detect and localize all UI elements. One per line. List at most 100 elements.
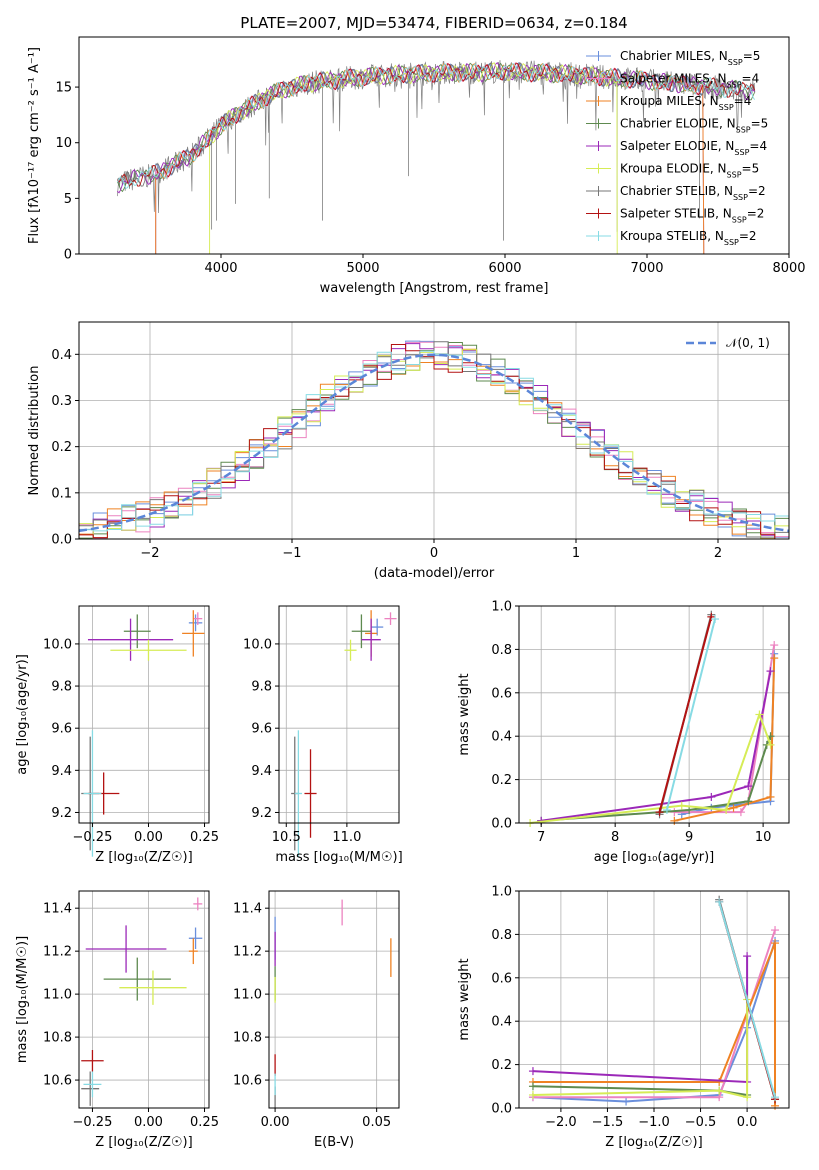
legend-subscript: SSP <box>719 103 734 112</box>
x-tick-label: 8 <box>611 830 619 845</box>
x-tick-label: 9 <box>685 830 693 845</box>
y-tick-label: 9.4 <box>51 764 72 779</box>
x-tick-label: −1.5 <box>592 1115 624 1130</box>
figure-title: PLATE=2007, MJD=53474, FIBERID=0634, z=0… <box>240 14 627 32</box>
y-tick-label: 11.4 <box>43 902 72 917</box>
x-tick-label: −1 <box>282 546 301 561</box>
mass-vs-age-panel: 10.5 11.0 9.2 9.4 9.6 9.8 10.0 mass [log₁₀(M/M☉… <box>243 605 403 865</box>
y-tick-label: 9.8 <box>51 680 72 695</box>
y-tick-label: 0.0 <box>51 533 72 548</box>
legend-subscript: SSP <box>724 238 739 247</box>
legend-subscript: SSP <box>736 125 751 134</box>
x-tick-label: −2.0 <box>545 1115 577 1130</box>
age-vs-mass-weight-panel: 7 8 9 10 0.0 0.2 0.4 0.6 0.8 1.0 age [log₁₀(age/yr… <box>457 600 790 865</box>
z-vs-mass-weight-panel: −2.0 −1.5 −1.0 −0.5 0.0 0.0 0.2 0.4 0.6 0.8 1.0 Z [… <box>457 885 790 1150</box>
model-fit-salpeter-stelib <box>116 62 756 187</box>
series-salpeter-stelib <box>658 616 713 813</box>
legend-entry: Salpeter ELODIE, NSSP=4 <box>620 139 767 157</box>
y-tick-label: 0.1 <box>51 486 72 501</box>
model-fit-salpeter-miles <box>155 62 705 254</box>
x-tick-label: 0.00 <box>134 1115 163 1130</box>
y-tick-label: 0 <box>64 248 72 263</box>
legend-value: =5 <box>751 117 769 131</box>
x-tick-label: 0 <box>430 546 438 561</box>
legend-entry: Chabrier ELODIE, NSSP=5 <box>620 117 768 135</box>
legend-value: =4 <box>749 139 767 153</box>
x-axis-label: Z [log₁₀(Z/Z☉)] <box>95 1135 192 1150</box>
x-tick-label: 0.05 <box>362 1115 391 1130</box>
x-axis-label: Z [log₁₀(Z/Z☉)] <box>605 1135 702 1150</box>
model-fit-kroupa-stelib <box>116 62 755 190</box>
legend-value: =2 <box>748 184 766 198</box>
x-tick-label: 1 <box>572 546 580 561</box>
x-tick-label: 4000 <box>204 261 237 276</box>
y-tick-label: 0.4 <box>491 730 512 745</box>
y-axis-label: age [log₁₀(age/yr)] <box>15 654 30 775</box>
series-kroupa-stelib <box>665 618 716 811</box>
y-tick-label: 10.6 <box>233 1074 262 1089</box>
legend-subscript: SSP <box>728 58 743 67</box>
y-axis-label: mass [log₁₀(M/M☉)] <box>15 936 30 1063</box>
y-tick-label: 0.0 <box>491 1102 512 1117</box>
gaussian-curve <box>79 353 789 533</box>
x-axis-label: Z [log₁₀(Z/Z☉)] <box>95 850 192 865</box>
y-tick-label: 11.0 <box>43 988 72 1003</box>
legend-entry: Chabrier STELIB, NSSP=2 <box>620 184 766 202</box>
z-vs-mass-panel: −0.25 0.00 0.25 10.6 10.8 11.0 11.2 11.4 Z [log₁… <box>15 890 219 1150</box>
y-tick-label: 10.0 <box>43 637 72 652</box>
series-salpeter-elodie <box>532 956 749 1084</box>
x-tick-label: 6000 <box>488 261 521 276</box>
y-tick-label: 0.3 <box>51 394 72 409</box>
legend-entry: 𝒩(0, 1) <box>726 336 770 350</box>
x-tick-label: 0.25 <box>190 830 219 845</box>
y-tick-label: 11.2 <box>233 945 262 960</box>
axes-frame <box>78 36 790 255</box>
y-tick-label: 9.2 <box>251 806 272 821</box>
y-tick-label: 0.4 <box>51 348 72 363</box>
x-tick-label: −0.5 <box>685 1115 717 1130</box>
x-tick-label: 0.25 <box>190 1115 219 1130</box>
x-tick-label: 2 <box>714 546 722 561</box>
y-tick-label: 0.8 <box>491 643 512 658</box>
y-tick-label: 10 <box>55 136 72 151</box>
x-tick-label: 11.0 <box>332 830 361 845</box>
y-tick-label: 10.8 <box>43 1031 72 1046</box>
x-axis-label: (data-model)/error <box>374 566 495 581</box>
legend-subscript: SSP <box>734 148 749 157</box>
series-salpeter-elodie <box>541 670 772 822</box>
x-axis-label: E(B-V) <box>314 1135 354 1150</box>
legend-entry: Kroupa MILES, NSSP=4 <box>620 94 751 112</box>
y-tick-label: 15 <box>55 81 72 96</box>
x-tick-label: 10 <box>755 830 772 845</box>
legend-value: =5 <box>742 162 760 176</box>
legend-value: =2 <box>739 229 757 243</box>
y-tick-label: 0.8 <box>491 928 512 943</box>
series-kroupa-elodie <box>532 999 749 1099</box>
x-tick-label: 10.5 <box>272 830 301 845</box>
axes-frame <box>518 605 790 824</box>
x-axis-label: wavelength [Angstrom, rest frame] <box>320 281 549 296</box>
legend-value: =4 <box>742 72 760 86</box>
y-tick-label: 11.0 <box>233 988 262 1003</box>
y-tick-label: 5 <box>64 192 72 207</box>
x-tick-label: −0.25 <box>73 830 113 845</box>
x-tick-label: −2 <box>140 546 159 561</box>
legend-entry: Kroupa STELIB, NSSP=2 <box>620 229 757 247</box>
legend-value: =5 <box>743 49 761 63</box>
legend-entry: Kroupa ELODIE, NSSP=5 <box>620 162 759 180</box>
x-axis-label: mass [log₁₀(M/M☉)] <box>275 850 402 865</box>
x-tick-label: 7 <box>537 830 545 845</box>
y-tick-label: 0.6 <box>491 971 512 986</box>
y-tick-label: 9.6 <box>51 722 72 737</box>
y-axis-label: Flux [fλ10⁻¹⁷ erg cm⁻² s⁻¹ A⁻¹] <box>27 47 42 244</box>
y-tick-label: 0.2 <box>491 1058 512 1073</box>
x-tick-label: 0.00 <box>134 830 163 845</box>
y-tick-label: 0.2 <box>491 773 512 788</box>
legend-entry: Chabrier MILES, NSSP=5 <box>620 49 760 67</box>
legend-subscript: SSP <box>733 193 748 202</box>
y-axis-label: Normed distribution <box>27 366 42 496</box>
y-tick-label: 10.6 <box>43 1074 72 1089</box>
x-tick-label: 7000 <box>630 261 663 276</box>
axes-frame <box>78 890 210 1109</box>
